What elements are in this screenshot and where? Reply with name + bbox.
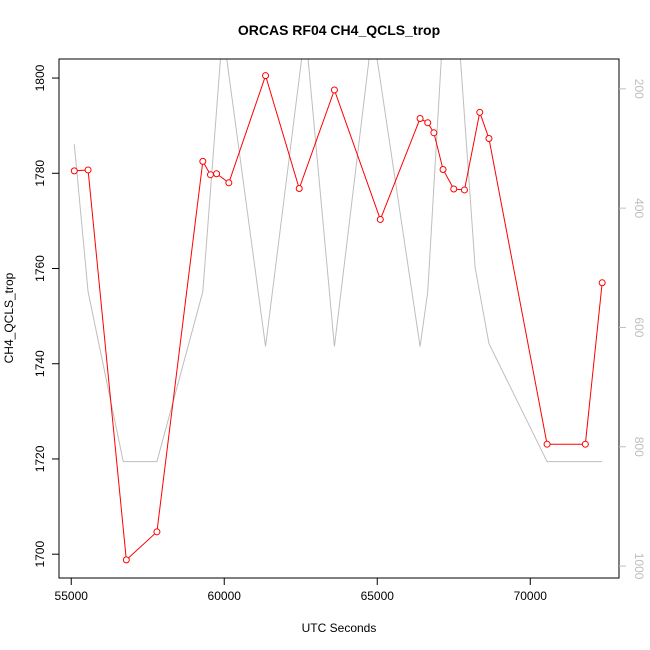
- data-point: [262, 72, 270, 80]
- data-point: [330, 86, 338, 94]
- y-axis-label: CH4_QCLS_trop: [2, 272, 16, 363]
- primary-series: [70, 72, 606, 564]
- x-tick-label: 65000: [361, 589, 395, 603]
- y-tick-label: 1760: [33, 255, 47, 282]
- secondary-y-tick-label: 1000: [632, 553, 646, 580]
- data-point: [213, 170, 221, 178]
- x-tick-label: 70000: [514, 589, 548, 603]
- secondary-y-axis: 200 400 600 800 1000: [619, 79, 646, 580]
- data-point: [439, 165, 447, 173]
- data-point: [225, 179, 233, 187]
- x-tick-label: 60000: [208, 589, 242, 603]
- data-point: [416, 115, 424, 123]
- data-point: [295, 185, 303, 193]
- y-tick-label: 1720: [33, 445, 47, 472]
- data-point: [485, 135, 493, 143]
- data-point: [84, 166, 92, 174]
- plot-frame: [58, 58, 620, 579]
- y-tick-label: 1740: [33, 350, 47, 377]
- secondary-y-tick-label: 400: [632, 198, 646, 218]
- secondary-series-line: [73, 59, 603, 463]
- data-point: [153, 528, 161, 536]
- data-point: [376, 215, 384, 223]
- data-point: [424, 119, 432, 127]
- data-point: [460, 186, 468, 194]
- data-point: [543, 440, 551, 448]
- data-point: [199, 157, 207, 165]
- data-point: [598, 279, 606, 287]
- data-point: [122, 556, 130, 564]
- x-tick-label: 55000: [55, 589, 89, 603]
- secondary-y-tick-label: 600: [632, 317, 646, 337]
- data-point: [476, 108, 484, 116]
- data-point: [581, 440, 589, 448]
- data-point: [70, 167, 78, 175]
- y-tick-label: 1780: [33, 160, 47, 187]
- secondary-series: [73, 59, 603, 463]
- data-point: [450, 185, 458, 193]
- y-tick-label: 1700: [33, 541, 47, 568]
- data-point: [206, 171, 214, 179]
- y-tick-label: 1800: [33, 64, 47, 91]
- x-axis: 55000 60000 65000 70000: [55, 578, 548, 603]
- data-point: [430, 129, 438, 137]
- secondary-y-tick-label: 800: [632, 437, 646, 457]
- chart-title: ORCAS RF04 CH4_QCLS_trop: [238, 22, 440, 38]
- secondary-y-tick-label: 200: [632, 79, 646, 99]
- y-axis: 1700 1720 1740 1760 1780 1800: [33, 64, 59, 568]
- x-axis-label: UTC Seconds: [302, 621, 377, 635]
